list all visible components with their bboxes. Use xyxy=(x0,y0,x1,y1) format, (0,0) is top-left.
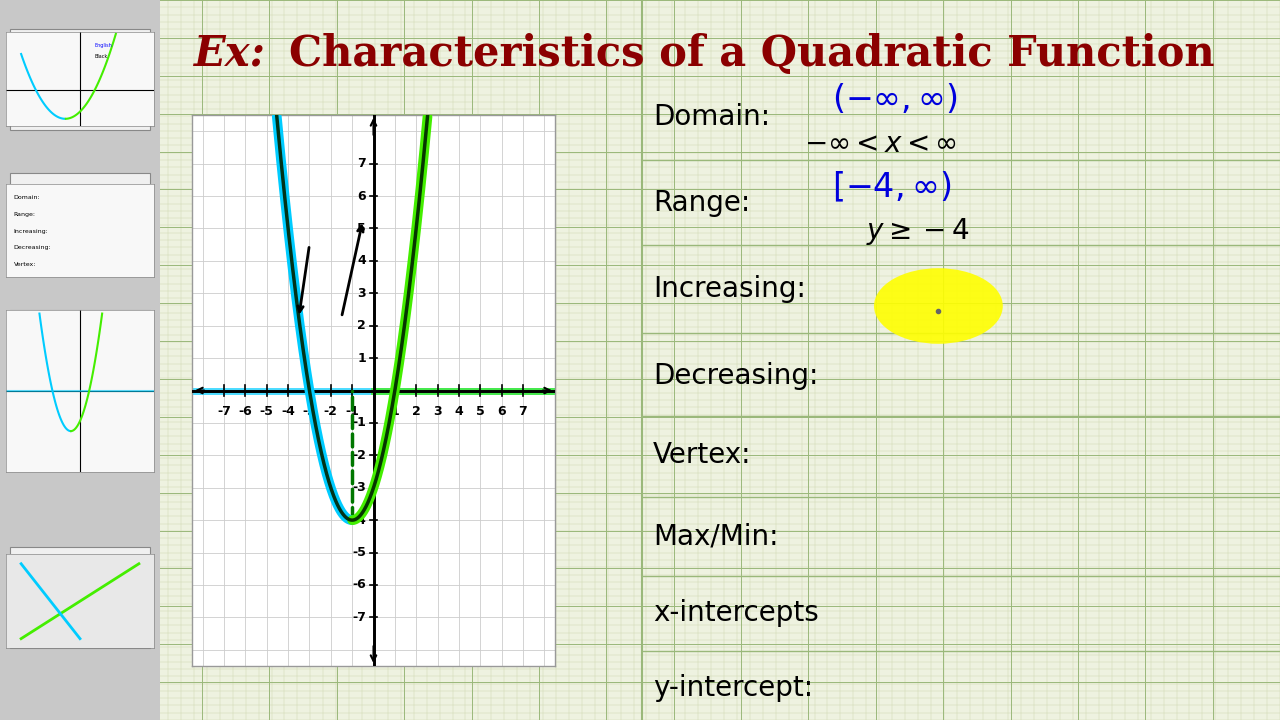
Text: -1: -1 xyxy=(346,405,360,418)
Text: Increasing:: Increasing: xyxy=(14,228,49,233)
Text: -4: -4 xyxy=(352,513,366,526)
Text: Ex:: Ex: xyxy=(193,33,294,75)
Text: 4: 4 xyxy=(454,405,463,418)
Text: $(-\infty,\infty)$: $(-\infty,\infty)$ xyxy=(832,82,957,117)
Text: Vertex:: Vertex: xyxy=(653,441,751,469)
Text: -5: -5 xyxy=(352,546,366,559)
Text: Range:: Range: xyxy=(14,212,36,217)
Text: 6: 6 xyxy=(498,405,506,418)
Text: 1: 1 xyxy=(390,405,399,418)
Bar xyxy=(10,173,151,274)
Text: $[-4,\infty)$: $[-4,\infty)$ xyxy=(832,170,951,204)
Text: -5: -5 xyxy=(260,405,274,418)
Text: Vertex:: Vertex: xyxy=(14,262,36,267)
Text: English: English xyxy=(95,42,113,48)
Text: -7: -7 xyxy=(218,405,230,418)
Text: 1: 1 xyxy=(357,351,366,364)
Text: -7: -7 xyxy=(352,611,366,624)
Text: Characteristics of a Quadratic Function: Characteristics of a Quadratic Function xyxy=(289,33,1215,75)
Text: Decreasing:: Decreasing: xyxy=(653,362,818,390)
Text: 3: 3 xyxy=(357,287,366,300)
Text: 3: 3 xyxy=(433,405,442,418)
Bar xyxy=(10,29,151,130)
Text: -3: -3 xyxy=(302,405,316,418)
Text: -6: -6 xyxy=(238,405,252,418)
Text: -3: -3 xyxy=(352,481,366,494)
Text: 7: 7 xyxy=(357,157,366,170)
Text: -6: -6 xyxy=(352,578,366,591)
Text: 7: 7 xyxy=(518,405,527,418)
Bar xyxy=(10,310,151,468)
Text: Range:: Range: xyxy=(653,189,750,217)
Text: 2: 2 xyxy=(357,319,366,332)
Text: -1: -1 xyxy=(352,416,366,429)
Text: Domain:: Domain: xyxy=(653,103,771,130)
Text: 5: 5 xyxy=(476,405,485,418)
Text: Domain:: Domain: xyxy=(14,195,41,200)
Text: $y \geq -4$: $y \geq -4$ xyxy=(865,216,969,248)
Text: -4: -4 xyxy=(282,405,294,418)
Text: -2: -2 xyxy=(324,405,338,418)
Bar xyxy=(10,547,151,648)
Text: 6: 6 xyxy=(357,189,366,202)
Text: 4: 4 xyxy=(357,254,366,267)
Text: 5: 5 xyxy=(357,222,366,235)
Text: Max/Min:: Max/Min: xyxy=(653,523,778,550)
Text: Decreasing:: Decreasing: xyxy=(14,246,51,251)
Text: -2: -2 xyxy=(352,449,366,462)
Text: y-intercept:: y-intercept: xyxy=(653,674,813,701)
Text: x-intercepts: x-intercepts xyxy=(653,600,818,627)
Text: $-\infty < x < \infty$: $-\infty < x < \infty$ xyxy=(804,130,957,158)
Text: 2: 2 xyxy=(412,405,421,418)
Text: Increasing:: Increasing: xyxy=(653,276,805,303)
Ellipse shape xyxy=(874,269,1002,344)
Text: Black: Black xyxy=(95,53,108,58)
